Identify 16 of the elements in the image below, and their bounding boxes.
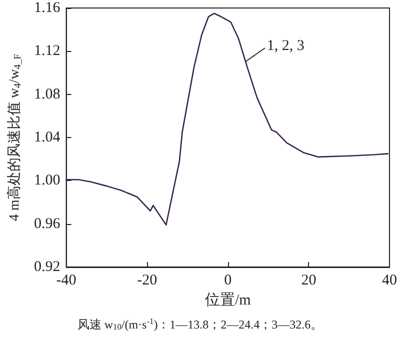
x-tick-label: -20 [137, 272, 158, 288]
y-tick-label: 0.92 [34, 259, 60, 275]
x-tick-label: -40 [56, 272, 76, 288]
x-tick-label: 20 [301, 272, 316, 288]
y-tick-label: 0.96 [34, 216, 61, 232]
y-tick-label: 1.00 [34, 172, 60, 189]
y-axis-title: 4 m高处的风速比值 w4/w4_F [6, 53, 24, 222]
annotation: 1, 2, 3 [266, 38, 304, 55]
y-tick-label: 1.04 [34, 130, 61, 146]
x-tick-label: 40 [382, 272, 397, 288]
y-tick-label: 1.12 [34, 43, 60, 60]
x-axis-title: 位置/m [204, 291, 252, 308]
line-series [66, 12, 389, 226]
y-tick-label: 1.16 [34, 0, 61, 16]
x-tick-label: 0 [224, 272, 232, 288]
y-tick-label: 1.08 [34, 86, 60, 102]
